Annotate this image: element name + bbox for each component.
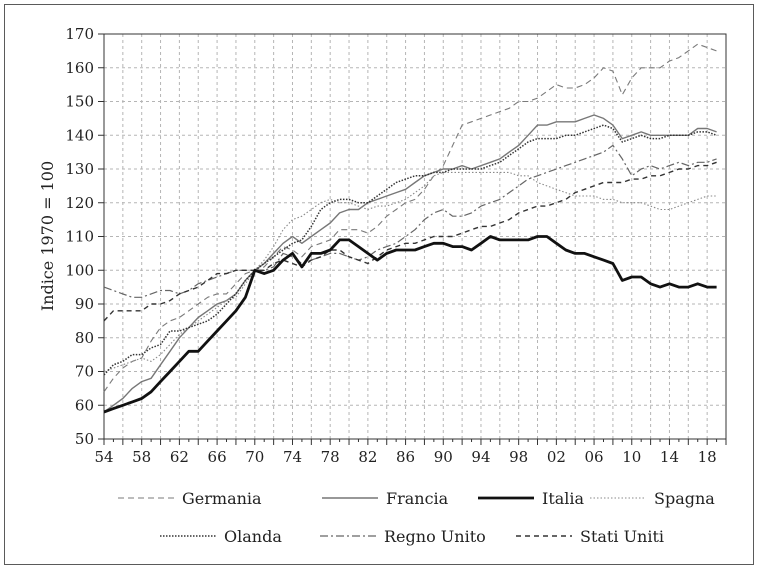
y-axis-label: Indice 1970 = 100 [38,161,57,311]
y-tick-label: 160 [65,59,94,77]
x-tick-label: 70 [245,448,264,466]
x-tick-label: 66 [208,448,227,466]
x-tick-label: 82 [358,448,377,466]
series-line-italia [103,235,717,414]
x-tick-label: 10 [622,448,641,466]
y-tick-label: 140 [65,126,94,144]
x-tick-label: 14 [660,448,679,466]
x-tick-label: 02 [547,448,566,466]
x-tick-label: 62 [170,448,189,466]
y-tick-label: 130 [65,160,94,178]
y-tick-label: 170 [65,25,94,43]
x-tick-label: 86 [396,448,415,466]
x-tick-label: 90 [434,448,453,466]
legend: Germania Francia Italia Spagna Olanda Regno U… [118,489,715,546]
series-line-francia [103,114,717,413]
x-tick-label: 74 [283,448,302,466]
y-tick-label: 80 [75,329,94,347]
series-lines [103,43,717,414]
x-tick-label: 58 [132,448,151,466]
plot-border [103,33,727,440]
y-tick-label: 150 [65,93,94,111]
axes: 50 60 70 80 90 100 110 120 130 140 150 160 170 54 58 62… [65,25,727,466]
x-tick-label: 54 [94,448,113,466]
legend-label: Francia [386,489,449,508]
x-tick-label: 18 [698,448,717,466]
legend-label: Italia [542,489,585,508]
series-line-regno-unito [103,144,717,298]
y-tick-label: 70 [75,363,94,381]
x-tick-label: 98 [509,448,528,466]
series-line-germania [103,43,717,393]
legend-label: Spagna [654,489,715,508]
legend-label: Regno Unito [384,527,486,546]
legend-label: Olanda [224,527,282,546]
y-tick-label: 60 [75,396,94,414]
y-tick-label: 90 [75,295,94,313]
y-tick-label: 120 [65,194,94,212]
series-line-spagna [103,171,717,373]
x-tick-label: 06 [585,448,604,466]
legend-label: Stati Uniti [580,527,664,546]
x-tick-label: 78 [321,448,340,466]
grid-lines [104,34,726,439]
x-tick-label: 94 [471,448,490,466]
legend-label: Germania [182,489,262,508]
y-tick-label: 50 [75,430,94,448]
y-tick-label: 110 [65,228,94,246]
series-line-olanda [103,124,717,376]
y-tick-label: 100 [65,261,94,279]
